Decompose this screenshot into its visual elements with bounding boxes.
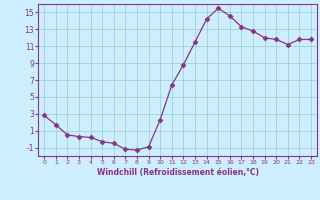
X-axis label: Windchill (Refroidissement éolien,°C): Windchill (Refroidissement éolien,°C) <box>97 168 259 177</box>
